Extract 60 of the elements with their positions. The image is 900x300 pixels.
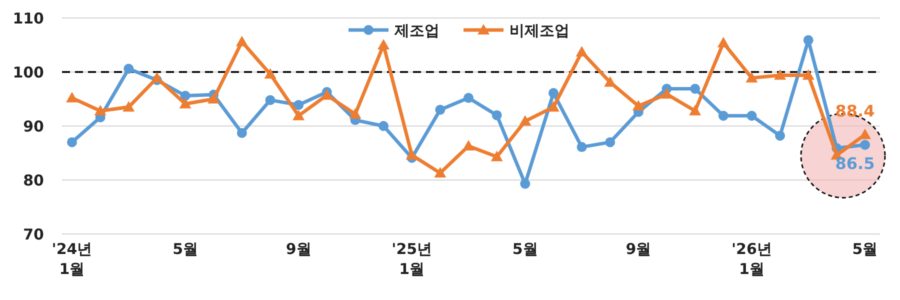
point xyxy=(464,92,474,103)
point xyxy=(264,68,276,79)
point xyxy=(548,88,558,98)
point xyxy=(462,140,474,150)
y-tick-label: 100 xyxy=(12,63,44,82)
x-tick-label: 5월 xyxy=(172,240,198,258)
point xyxy=(492,110,502,120)
point xyxy=(632,100,644,111)
point xyxy=(294,100,304,110)
point xyxy=(378,121,389,131)
point xyxy=(576,142,587,152)
point xyxy=(519,115,532,126)
point xyxy=(292,110,305,120)
point xyxy=(746,110,757,121)
point xyxy=(802,69,814,80)
point xyxy=(803,35,814,46)
point xyxy=(660,88,673,99)
y-tick-label: 90 xyxy=(23,117,44,136)
point xyxy=(690,84,700,94)
point xyxy=(94,104,106,116)
point xyxy=(434,166,446,178)
point xyxy=(236,128,247,138)
point xyxy=(67,137,77,148)
point xyxy=(122,101,135,112)
legend-label: 비제조업 xyxy=(510,21,570,40)
point xyxy=(490,150,503,162)
x-tick-label: 5월 xyxy=(852,240,878,258)
point xyxy=(378,39,390,50)
point xyxy=(520,178,530,189)
point xyxy=(717,36,730,48)
point xyxy=(774,69,786,80)
point xyxy=(605,137,616,148)
x-tick-label: '26년 1월 xyxy=(731,240,772,278)
point xyxy=(860,140,870,150)
y-tick-label: 110 xyxy=(12,9,44,28)
point xyxy=(746,72,758,82)
x-tick-label: 9월 xyxy=(626,240,652,258)
point xyxy=(66,92,78,102)
point xyxy=(775,130,786,141)
point xyxy=(236,36,248,46)
x-tick-label: 5월 xyxy=(512,240,538,258)
point xyxy=(265,95,276,106)
y-tick-label: 70 xyxy=(23,225,44,244)
x-tick-label: 9월 xyxy=(286,240,312,258)
point xyxy=(718,110,728,121)
legend-label: 제조업 xyxy=(394,21,440,40)
point xyxy=(150,72,163,82)
point xyxy=(208,93,220,104)
point xyxy=(179,98,192,108)
x-tick-label: '25년 1월 xyxy=(392,240,432,278)
point xyxy=(435,104,446,115)
y-tick-label: 80 xyxy=(23,171,44,190)
x-tick-label: '24년 1월 xyxy=(52,240,92,278)
point xyxy=(547,101,560,112)
point xyxy=(576,46,588,57)
point xyxy=(124,64,134,74)
data-label: 86.5 xyxy=(835,154,875,173)
data-label: 88.4 xyxy=(835,102,875,121)
point xyxy=(689,104,702,116)
point xyxy=(349,108,362,119)
